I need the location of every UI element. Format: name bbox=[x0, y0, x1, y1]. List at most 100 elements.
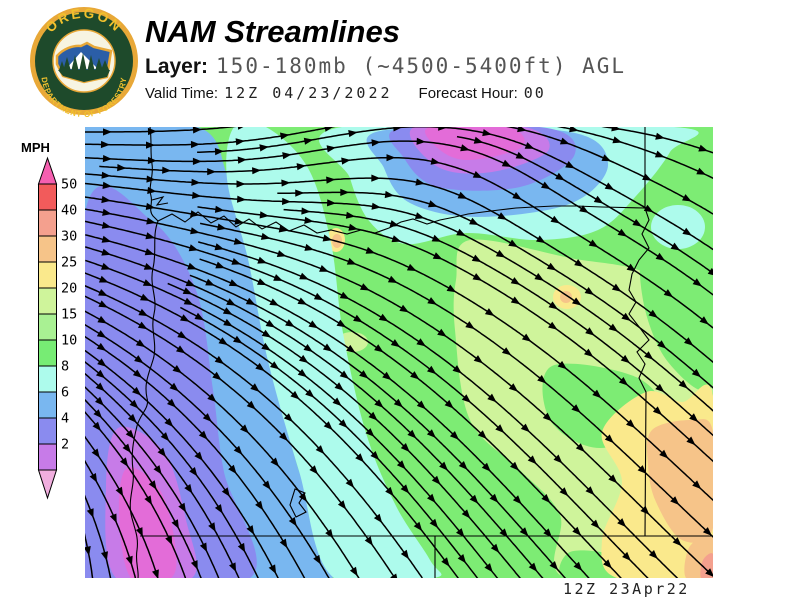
streamline bbox=[85, 386, 220, 578]
streamline-arrow-icon bbox=[142, 279, 153, 286]
streamline-arrow-icon bbox=[702, 527, 712, 536]
streamline-arrow-icon bbox=[473, 136, 484, 144]
streamline-arrow-icon bbox=[663, 289, 674, 298]
streamline-arrow-icon bbox=[259, 211, 269, 219]
streamline-arrow-icon bbox=[501, 347, 512, 356]
streamline-arrow-icon bbox=[391, 235, 402, 243]
streamline-arrow-icon bbox=[626, 263, 637, 272]
streamline-arrow-icon bbox=[574, 259, 584, 267]
streamline-arrow-icon bbox=[612, 136, 623, 144]
streamline-arrow-icon bbox=[654, 150, 665, 158]
streamline-arrow-icon bbox=[472, 273, 483, 281]
streamline-arrow-icon bbox=[146, 217, 156, 225]
streamline-arrow-icon bbox=[322, 234, 333, 242]
streamline-arrow-icon bbox=[178, 502, 186, 513]
streamline-arrow-icon bbox=[487, 393, 497, 403]
streamline-arrow-icon bbox=[176, 345, 186, 354]
streamline-arrow-icon bbox=[270, 361, 280, 370]
streamline-arrow-icon bbox=[692, 278, 702, 287]
streamline-arrow-icon bbox=[279, 538, 288, 549]
streamline-arrow-icon bbox=[548, 321, 558, 330]
streamline bbox=[85, 361, 259, 578]
streamline-arrow-icon bbox=[632, 218, 642, 227]
streamline-arrow-icon bbox=[276, 250, 287, 257]
streamline-arrow-icon bbox=[192, 157, 202, 165]
streamline-arrow-icon bbox=[495, 424, 505, 433]
streamline-arrow-icon bbox=[393, 127, 403, 132]
legend-tick-label: 10 bbox=[61, 333, 77, 349]
streamline-arrow-icon bbox=[233, 335, 243, 344]
legend-units-label: MPH bbox=[21, 140, 50, 155]
streamline-arrow-icon bbox=[301, 207, 311, 215]
streamline-arrow-icon bbox=[684, 337, 694, 346]
streamline-arrow-icon bbox=[575, 443, 585, 452]
streamline-arrow-icon bbox=[572, 526, 582, 536]
streamline-arrow-icon bbox=[132, 369, 143, 378]
streamline-arrow-icon bbox=[207, 168, 217, 176]
streamline-arrow-icon bbox=[705, 568, 713, 577]
streamline-arrow-icon bbox=[603, 559, 612, 569]
streamline-arrow-icon bbox=[590, 519, 600, 529]
streamline-arrow-icon bbox=[182, 287, 193, 295]
streamline-arrow-icon bbox=[686, 436, 696, 446]
streamline-arrow-icon bbox=[655, 132, 665, 140]
legend-tick-label: 20 bbox=[61, 281, 77, 297]
streamline-arrow-icon bbox=[456, 228, 466, 236]
streamline-arrow-icon bbox=[144, 248, 155, 256]
streamline-arrow-icon bbox=[319, 265, 329, 272]
header: NAM Streamlines Layer: 150-180mb (~4500-… bbox=[145, 14, 626, 102]
streamline-arrow-icon bbox=[164, 418, 174, 427]
streamline-arrow-icon bbox=[548, 301, 558, 310]
streamline-arrow-icon bbox=[446, 284, 457, 293]
streamline-arrow-icon bbox=[469, 217, 479, 225]
streamline-arrow-icon bbox=[101, 171, 111, 179]
streamline-arrow-icon bbox=[246, 525, 255, 535]
streamline-arrow-icon bbox=[237, 156, 247, 164]
streamline-arrow-icon bbox=[147, 186, 157, 194]
streamline-arrow-icon bbox=[240, 424, 249, 434]
streamline-arrow-icon bbox=[585, 486, 595, 496]
streamline bbox=[85, 127, 336, 146]
streamline-arrow-icon bbox=[132, 386, 142, 396]
streamline-arrow-icon bbox=[371, 202, 381, 210]
streamline-arrow-icon bbox=[309, 465, 318, 475]
streamline bbox=[199, 222, 713, 538]
streamline-arrow-icon bbox=[290, 390, 300, 400]
streamline-arrow-icon bbox=[400, 484, 410, 494]
streamline-arrow-icon bbox=[191, 178, 201, 186]
streamline-arrow-icon bbox=[313, 554, 321, 565]
streamline-arrow-icon bbox=[261, 329, 272, 338]
streamline-arrow-icon bbox=[233, 237, 244, 245]
streamline bbox=[85, 372, 240, 578]
streamline-arrow-icon bbox=[515, 151, 526, 159]
streamline-arrow-icon bbox=[98, 300, 108, 308]
streamline-arrow-icon bbox=[416, 338, 426, 347]
streamline bbox=[85, 335, 306, 578]
streamline-arrow-icon bbox=[517, 127, 527, 133]
streamline-arrow-icon bbox=[303, 344, 313, 352]
state-border bbox=[151, 196, 169, 206]
streamline-arrow-icon bbox=[415, 178, 425, 186]
forecast-hour-value: 00 bbox=[523, 84, 546, 102]
streamline-arrow-icon bbox=[534, 273, 544, 281]
streamline-arrow-icon bbox=[528, 562, 538, 572]
streamline-arrow-icon bbox=[406, 263, 417, 271]
streamline-arrow-icon bbox=[297, 297, 308, 305]
streamline-arrow-icon bbox=[429, 518, 439, 529]
streamline-arrow-icon bbox=[177, 331, 187, 339]
streamline-arrow-icon bbox=[98, 275, 109, 283]
legend-arrow-bottom bbox=[37, 469, 58, 500]
streamline-arrow-icon bbox=[559, 137, 570, 145]
streamline-arrow-icon bbox=[346, 257, 357, 265]
streamline-arrow-icon bbox=[501, 159, 512, 167]
legend-tick-label: 15 bbox=[61, 307, 77, 323]
streamline-arrow-icon bbox=[162, 166, 172, 174]
streamline-arrow-icon bbox=[457, 191, 468, 199]
streamline-arrow-icon bbox=[438, 127, 448, 131]
streamline-arrow-icon bbox=[145, 232, 155, 240]
streamline-arrow-icon bbox=[257, 256, 267, 264]
streamline bbox=[85, 127, 237, 133]
streamline-arrow-icon bbox=[223, 318, 233, 327]
legend-tick-label: 6 bbox=[61, 385, 69, 401]
streamline-arrow-icon bbox=[541, 494, 551, 503]
